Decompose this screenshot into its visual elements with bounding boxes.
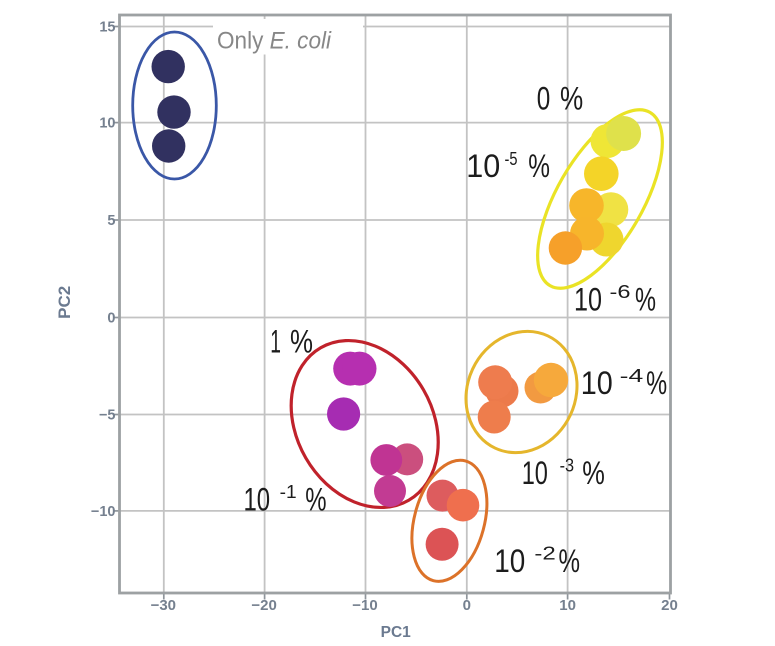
svg-text:0: 0 xyxy=(107,311,115,327)
svg-text:10: 10 xyxy=(559,597,576,614)
svg-text:−20: −20 xyxy=(251,597,276,614)
svg-text:10: 10 xyxy=(574,281,602,317)
svg-text:%: % xyxy=(582,455,605,491)
svg-text:%: % xyxy=(646,365,667,401)
svg-text:-5: -5 xyxy=(505,149,518,169)
svg-text:%: % xyxy=(635,281,656,317)
svg-text:%: % xyxy=(528,148,550,184)
svg-text:10: 10 xyxy=(522,455,548,491)
svg-text:%: % xyxy=(290,324,313,360)
svg-text:10: 10 xyxy=(99,116,115,132)
svg-text:15: 15 xyxy=(99,20,115,36)
svg-text:0: 0 xyxy=(463,597,471,614)
svg-text:-3: -3 xyxy=(560,456,575,476)
svg-text:5: 5 xyxy=(107,213,115,229)
svg-text:%: % xyxy=(560,81,583,117)
svg-text:-1: -1 xyxy=(280,482,297,502)
svg-text:10: 10 xyxy=(494,543,525,579)
svg-text:−10: −10 xyxy=(91,504,116,520)
svg-text:-2: -2 xyxy=(534,544,555,564)
svg-text:%: % xyxy=(559,543,581,579)
svg-text:−30: −30 xyxy=(151,597,176,614)
svg-text:PC2: PC2 xyxy=(55,286,74,319)
svg-text:Only E. coli: Only E. coli xyxy=(217,28,332,55)
svg-text:0: 0 xyxy=(537,81,551,117)
svg-text:10: 10 xyxy=(466,148,500,184)
svg-text:−10: −10 xyxy=(352,597,377,614)
svg-text:10: 10 xyxy=(581,365,613,401)
svg-text:1: 1 xyxy=(270,324,281,360)
svg-text:10: 10 xyxy=(244,481,271,517)
svg-text:-4: -4 xyxy=(620,366,644,386)
svg-text:-6: -6 xyxy=(610,282,631,302)
svg-text:20: 20 xyxy=(661,597,678,614)
svg-text:−5: −5 xyxy=(99,408,116,424)
svg-text:PC1: PC1 xyxy=(381,624,412,641)
svg-text:%: % xyxy=(305,481,326,517)
